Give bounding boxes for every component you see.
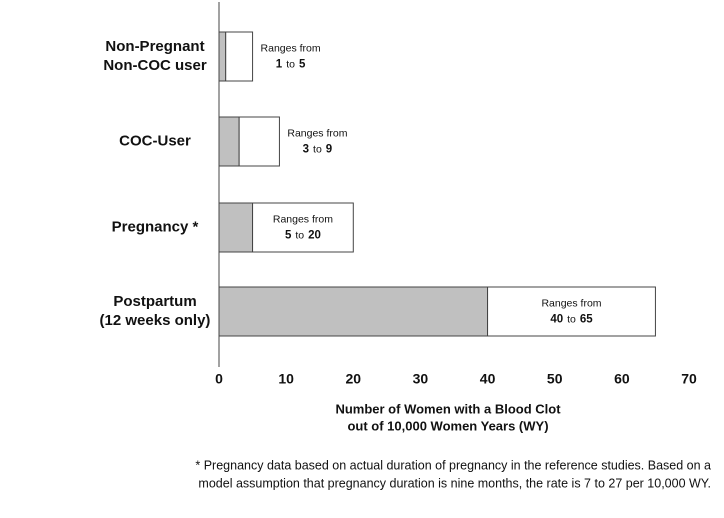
footnote: * Pregnancy data based on actual duratio… [195, 458, 711, 472]
bar-low [218, 31, 227, 82]
range-label: Ranges from [261, 42, 321, 54]
range-low: 1 [276, 59, 283, 71]
category-label: Pregnancy * [112, 218, 199, 235]
range-label: Ranges from [287, 127, 347, 139]
x-tick-label: 20 [345, 371, 361, 387]
x-tick-label: 60 [614, 371, 630, 387]
range-values: 3 to 9 [303, 143, 333, 155]
bar-low [218, 202, 254, 253]
range-low: 3 [303, 144, 309, 156]
x-tick-label: 30 [413, 371, 429, 387]
category-label: Postpartum [113, 293, 196, 310]
range-values: 40 to 65 [550, 313, 593, 325]
range-values: 5 to 20 [285, 229, 321, 241]
category-label: Non-Pregnant [105, 38, 204, 55]
bar-low [218, 286, 489, 337]
category-label: Non-COC user [103, 57, 207, 74]
x-tick-label: 50 [547, 371, 563, 387]
range-values: 1 to 5 [276, 58, 306, 70]
x-tick-label: 40 [480, 371, 496, 387]
bar-range [252, 202, 354, 253]
range-high: 9 [326, 144, 332, 156]
x-axis-label: out of 10,000 Women Years (WY) [347, 418, 548, 433]
bar-range [487, 286, 656, 337]
range-sep: to [295, 229, 304, 241]
footnote: model assumption that pregnancy duration… [198, 476, 711, 490]
range-high: 20 [308, 230, 321, 242]
range-low: 5 [285, 230, 292, 242]
category-label: COC-User [119, 132, 191, 149]
bar-range [238, 116, 280, 167]
range-high: 65 [580, 314, 593, 326]
range-sep: to [286, 58, 295, 70]
range-high: 5 [299, 59, 306, 71]
x-tick-label: 0 [215, 371, 223, 387]
bar-low [218, 116, 240, 167]
x-axis-label: Number of Women with a Blood Clot [335, 401, 561, 416]
range-sep: to [313, 143, 322, 155]
range-label: Ranges from [541, 297, 601, 309]
x-tick-label: 10 [278, 371, 294, 387]
bar-range [225, 31, 254, 82]
range-label: Ranges from [273, 213, 333, 225]
range-low: 40 [550, 314, 563, 326]
category-label: (12 weeks only) [100, 312, 211, 329]
range-sep: to [567, 313, 576, 325]
x-tick-label: 70 [681, 371, 697, 387]
